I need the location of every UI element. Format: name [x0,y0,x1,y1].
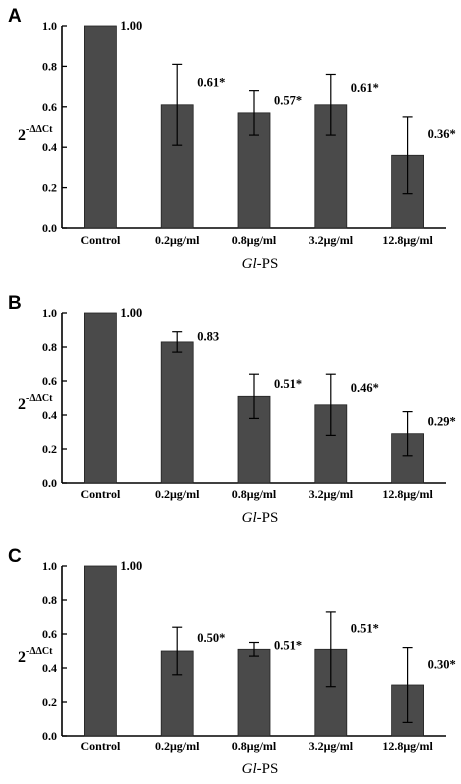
bar [84,25,117,229]
data-label: 0.50* [197,631,225,645]
category-label: 12.8μg/ml [382,487,433,501]
y-tick-label: 0.2 [42,442,57,456]
data-label: 0.29* [428,415,456,429]
category-label: Control [81,233,121,247]
y-tick-label: 0.4 [42,661,57,675]
category-label: 0.8μg/ml [232,739,277,753]
chart-panel-a: A 0.0 0.2 0.4 0.6 0.8 1.0 1.00 Control 0.61* 0.2μg… [8,6,456,272]
bar [84,565,117,737]
y-tick-label: 0.8 [42,59,57,73]
y-axis-label: 2-ΔΔCt [18,393,53,413]
y-tick-label: 0.6 [42,627,57,641]
y-tick-label: 0.6 [42,374,57,388]
y-axis-label: 2-ΔΔCt [18,646,53,666]
y-tick-label: 0.0 [42,476,57,490]
data-label: 0.61* [351,81,379,95]
y-tick-label: 1.0 [42,19,57,33]
bar [160,341,194,484]
data-label: 1.00 [120,306,142,320]
data-label: 1.00 [120,19,142,33]
y-tick-label: 1.0 [42,306,57,320]
y-tick-label: 0.0 [42,221,57,235]
data-label: 0.46* [351,381,379,395]
category-label: 0.2μg/ml [155,739,200,753]
category-label: 0.8μg/ml [232,487,277,501]
category-label: Control [81,487,121,501]
category-label: 0.2μg/ml [155,487,200,501]
y-tick-label: 0.2 [42,181,57,195]
panel-letter: C [8,546,22,567]
data-label: 0.61* [197,76,225,90]
x-axis-label: Gl-PS [242,510,279,526]
x-axis-label: Gl-PS [242,256,279,272]
data-label: 0.51* [274,377,302,391]
data-label: 1.00 [120,559,142,573]
y-tick-label: 0.0 [42,729,57,743]
y-tick-label: 0.2 [42,695,57,709]
y-axis-label: 2-ΔΔCt [18,124,53,144]
category-label: Control [81,739,121,753]
data-label: 0.57* [274,94,302,108]
category-label: 12.8μg/ml [382,233,433,247]
y-tick-label: 0.4 [42,140,57,154]
category-label: 0.8μg/ml [232,233,277,247]
category-label: 3.2μg/ml [309,487,354,501]
x-axis-label: Gl-PS [242,761,279,777]
y-tick-label: 1.0 [42,559,57,573]
category-label: 3.2μg/ml [309,233,354,247]
bar [84,312,117,484]
chart-panel-c: C 0.0 0.2 0.4 0.6 0.8 1.0 1.00 Control 0.50* 0.2μg… [8,546,456,777]
y-tick-label: 0.6 [42,100,57,114]
panel-letter: B [8,293,22,314]
data-label: 0.51* [351,622,379,636]
data-label: 0.83 [197,329,219,343]
category-label: 12.8μg/ml [382,739,433,753]
data-label: 0.51* [274,639,302,653]
category-label: 3.2μg/ml [309,739,354,753]
data-label: 0.36* [428,127,456,141]
y-tick-label: 0.8 [42,340,57,354]
chart-panel-b: B 0.0 0.2 0.4 0.6 0.8 1.0 1.00 Control 0.83 0.2μg/… [8,293,456,526]
y-tick-label: 0.4 [42,408,57,422]
data-label: 0.30* [428,657,456,671]
category-label: 0.2μg/ml [155,233,200,247]
panel-letter: A [8,6,22,27]
y-tick-label: 0.8 [42,593,57,607]
bar [237,648,271,737]
